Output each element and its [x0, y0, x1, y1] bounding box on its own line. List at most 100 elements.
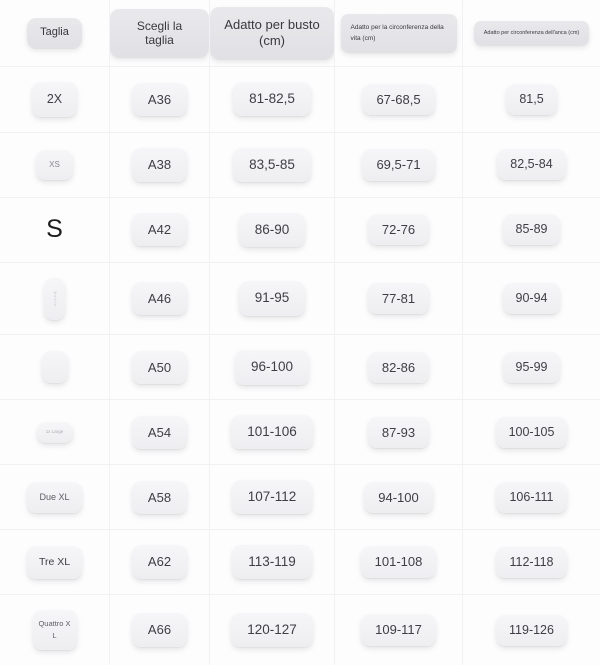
cell-waist: 67-68,5: [335, 67, 463, 133]
bust-range: 101-106: [231, 415, 313, 450]
cell-code: A46: [110, 262, 210, 336]
table-row: 1x Large A54 101-106 87-93 100-105: [0, 400, 600, 466]
hip-range: 95-99: [502, 351, 561, 383]
cell-hip: 95-99: [463, 335, 600, 401]
waist-range: 94-100: [364, 481, 433, 514]
cell-code: A42: [110, 197, 210, 263]
cell-waist: 72-76: [335, 197, 463, 263]
size-code-button[interactable]: A50: [131, 350, 188, 385]
table-row: A50 96-100 82-86 95-99: [0, 335, 600, 401]
bust-range: 96-100: [234, 350, 310, 385]
size-code-button[interactable]: A62: [131, 545, 188, 580]
cell-size: Medio: [0, 262, 110, 336]
size-label: S: [46, 215, 63, 244]
cell-bust: 107-112: [210, 465, 335, 531]
cell-waist: 77-81: [335, 262, 463, 336]
waist-range: 109-117: [361, 614, 436, 646]
cell-hip: 112-118: [463, 530, 600, 596]
cell-bust: 120-127: [210, 595, 335, 665]
waist-range: 87-93: [367, 416, 430, 449]
cell-waist: 94-100: [335, 465, 463, 531]
size-code-button[interactable]: A58: [131, 480, 188, 515]
cell-waist: 87-93: [335, 400, 463, 466]
bust-range: 91-95: [238, 281, 306, 316]
cell-waist: 109-117: [335, 595, 463, 665]
cell-hip: 85-89: [463, 198, 600, 263]
size-code-button[interactable]: A36: [131, 82, 188, 117]
cell-code: A38: [110, 132, 210, 198]
hip-range: 85-89: [502, 214, 561, 246]
size-label: Medio: [44, 277, 65, 320]
cell-waist: 101-108: [335, 530, 463, 596]
table-row: 2X A36 81-82,5 67-68,5 81,5: [0, 67, 600, 133]
cell-waist: 69,5-71: [335, 132, 463, 198]
cell-size: Quattro XL: [0, 595, 110, 665]
cell-hip: 100-105: [463, 400, 600, 466]
cell-size: Tre XL: [0, 530, 110, 596]
hip-range: 90-94: [502, 283, 561, 315]
table-row: Tre XL A62 113-119 101-108 112-118: [0, 530, 600, 596]
header-cell-vita: Adatto per la circonferenza della vita (…: [335, 0, 463, 67]
cell-code: A62: [110, 530, 210, 596]
bust-range: 81-82,5: [233, 82, 311, 117]
waist-range: 67-68,5: [362, 83, 435, 116]
size-code-button[interactable]: A46: [131, 281, 188, 316]
cell-hip: 90-94: [463, 263, 600, 336]
cell-bust: 86-90: [210, 197, 335, 263]
cell-bust: 91-95: [210, 262, 335, 336]
cell-code: A54: [110, 400, 210, 466]
cell-bust: 113-119: [210, 530, 335, 596]
waist-range: 82-86: [367, 351, 430, 384]
size-code-button[interactable]: A66: [131, 613, 188, 647]
bust-range: 83,5-85: [233, 147, 311, 182]
header-cell-taglia: Taglia: [0, 0, 110, 67]
bust-range: 86-90: [238, 212, 306, 247]
cell-code: A50: [110, 335, 210, 401]
cell-size: [0, 335, 110, 401]
size-label: XS: [36, 149, 73, 180]
header-taglia: Taglia: [27, 18, 82, 48]
cell-waist: 82-86: [335, 335, 463, 401]
hip-range: 82,5-84: [497, 149, 566, 181]
table-row: XS A38 83,5-85 69,5-71 82,5-84: [0, 132, 600, 198]
cell-hip: 82,5-84: [463, 133, 600, 198]
header-adatto-busto: Adatto per busto (cm): [210, 7, 334, 59]
size-code-button[interactable]: A54: [131, 415, 188, 450]
header-row: Taglia Scegli la taglia Adatto per busto…: [0, 0, 600, 67]
cell-hip: 119-126: [463, 595, 600, 665]
table-row: Medio A46 91-95 77-81 90-94: [0, 262, 600, 336]
cell-size: 2X: [0, 67, 110, 133]
size-label: Tre XL: [26, 545, 83, 579]
hip-range: 100-105: [495, 416, 568, 448]
waist-range: 101-108: [360, 546, 437, 579]
cell-size: Due XL: [0, 465, 110, 531]
hip-range: 106-111: [496, 481, 567, 513]
table-row: Quattro XL A66 120-127 109-117 119-126: [0, 595, 600, 665]
size-label: [41, 351, 68, 384]
cell-code: A58: [110, 465, 210, 531]
table-row: S A42 86-90 72-76 85-89: [0, 197, 600, 263]
cell-hip: 106-111: [463, 465, 600, 531]
header-cell-scegli: Scegli la taglia: [110, 0, 210, 67]
hip-range: 81,5: [506, 83, 557, 115]
header-scegli-la-taglia: Scegli la taglia: [110, 8, 209, 58]
hip-range: 112-118: [496, 546, 567, 578]
hip-range: 119-126: [496, 614, 567, 646]
size-code-button[interactable]: A42: [131, 212, 188, 247]
size-code-button[interactable]: A38: [131, 147, 188, 182]
header-cell-busto: Adatto per busto (cm): [210, 0, 335, 67]
size-label: 2X: [31, 81, 78, 117]
size-label: Quattro XL: [32, 610, 77, 651]
waist-range: 69,5-71: [362, 148, 435, 181]
size-label: Due XL: [27, 481, 82, 513]
size-label: 1x Large: [36, 422, 73, 443]
cell-size: XS: [0, 132, 110, 198]
waist-range: 77-81: [367, 282, 430, 315]
header-cell-anca: Adatto per circonferenza dell'anca (cm): [463, 0, 600, 67]
cell-bust: 96-100: [210, 335, 335, 401]
cell-bust: 81-82,5: [210, 67, 335, 133]
cell-size: S: [0, 197, 110, 263]
header-adatto-anca: Adatto per circonferenza dell'anca (cm): [473, 20, 590, 46]
waist-range: 72-76: [367, 213, 430, 246]
